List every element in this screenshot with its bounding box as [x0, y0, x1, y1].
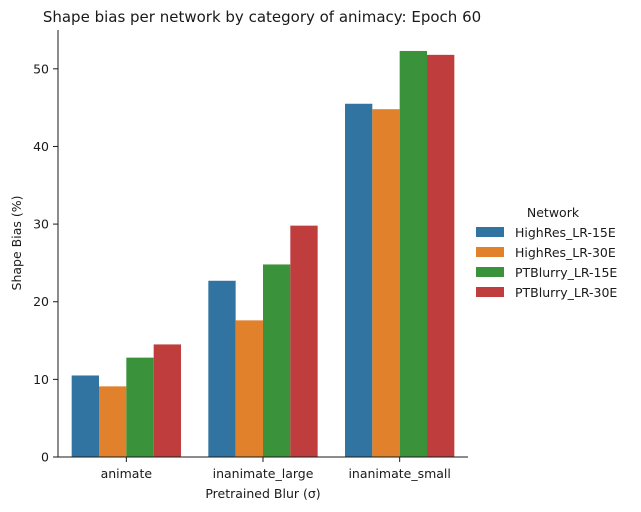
- y-tick-label: 50: [33, 61, 49, 76]
- y-ticks-group: 0 10 20 30 40 50: [33, 61, 58, 465]
- bar-animate-PTBlurry_LR-15E: [126, 357, 154, 457]
- x-tick-label: animate: [101, 466, 153, 481]
- x-tick-label: inanimate_small: [348, 466, 450, 481]
- chart-title: Shape bias per network by category of an…: [43, 8, 481, 26]
- bar-animate-HighRes_LR-30E: [99, 386, 127, 457]
- bar-inanimate_small-HighRes_LR-15E: [345, 103, 373, 457]
- legend-swatch: [476, 247, 504, 257]
- legend-label: HighRes_LR-30E: [515, 245, 616, 260]
- legend-swatch: [476, 267, 504, 277]
- bar-animate-HighRes_LR-15E: [71, 375, 99, 457]
- legend-title: Network: [527, 205, 580, 220]
- legend-label: PTBlurry_LR-15E: [515, 265, 617, 280]
- y-tick-label: 30: [33, 217, 49, 232]
- bar-inanimate_small-PTBlurry_LR-30E: [427, 54, 455, 458]
- bar-inanimate_large-PTBlurry_LR-15E: [263, 264, 291, 457]
- legend-label: PTBlurry_LR-30E: [515, 285, 617, 300]
- legend-label: HighRes_LR-15E: [515, 225, 616, 240]
- bar-inanimate_large-HighRes_LR-15E: [208, 280, 236, 457]
- legend-swatch: [476, 287, 504, 297]
- bar-inanimate_large-HighRes_LR-30E: [235, 320, 263, 457]
- bar-animate-PTBlurry_LR-30E: [153, 344, 181, 457]
- x-tick-label: inanimate_large: [213, 466, 314, 481]
- y-axis-label: Shape Bias (%): [9, 196, 24, 291]
- y-tick-label: 10: [33, 372, 49, 387]
- legend: Network HighRes_LR-15E HighRes_LR-30E PTBl…: [476, 205, 617, 300]
- x-ticks-group: animate inanimate_large inanimate_small: [101, 457, 451, 481]
- y-tick-label: 40: [33, 139, 49, 154]
- legend-swatch: [476, 227, 504, 237]
- y-tick-label: 20: [33, 294, 49, 309]
- bar-inanimate_small-PTBlurry_LR-15E: [399, 50, 427, 458]
- bar-inanimate_small-HighRes_LR-30E: [372, 109, 400, 457]
- bars-group: [71, 50, 455, 458]
- y-tick-label: 0: [41, 450, 49, 465]
- x-axis-label: Pretrained Blur (σ): [205, 486, 320, 501]
- bar-inanimate_large-PTBlurry_LR-30E: [290, 225, 318, 457]
